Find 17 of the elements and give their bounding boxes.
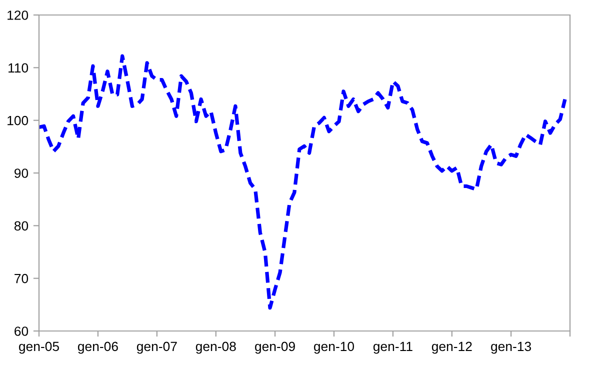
y-tick-label: 90: [14, 168, 28, 178]
y-tick-label: 70: [14, 274, 28, 284]
y-tick-label: 100: [8, 116, 28, 126]
y-tick-label: 120: [8, 10, 28, 20]
x-tick-label: gen-12: [432, 342, 472, 354]
x-tick-label: gen-13: [491, 342, 531, 354]
x-tick-label: gen-08: [196, 342, 236, 354]
y-tick-label: 110: [8, 63, 28, 73]
y-tick-label: 80: [14, 221, 28, 231]
x-tick-label: gen-05: [19, 342, 59, 354]
x-tick-label: gen-09: [255, 342, 295, 354]
x-tick-label: gen-10: [314, 342, 354, 354]
x-tick-label: gen-11: [373, 342, 412, 354]
x-tick-label: gen-06: [78, 342, 118, 354]
line-series: [39, 54, 567, 310]
y-tick-label: 60: [14, 326, 28, 336]
x-tick-label: gen-07: [136, 342, 177, 354]
